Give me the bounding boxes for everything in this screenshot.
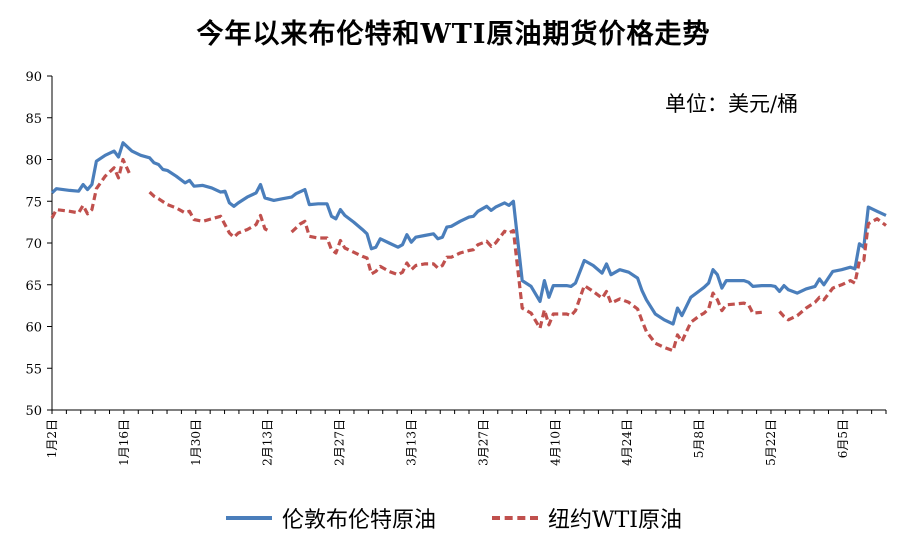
legend-label-wti: 纽约WTI原油 — [548, 508, 682, 533]
unit-label: 单位：美元/桶 — [665, 92, 799, 116]
y-tick-label: 90 — [25, 70, 42, 85]
y-tick-label: 65 — [25, 279, 42, 294]
x-tick-label: 1月30日 — [189, 419, 203, 466]
series-line-wti — [778, 217, 887, 322]
x-tick-label: 4月10日 — [548, 419, 562, 466]
line-chart: 50 55 60 65 70 75 80 85 90 1月2日 1月16日 1月30日 2月13日 2月… — [25, 70, 887, 466]
legend-swatch-brent — [226, 516, 272, 520]
x-tick-label: 6月5日 — [836, 419, 850, 458]
x-tick-label: 3月27日 — [476, 419, 490, 466]
x-tick-label: 1月16日 — [117, 419, 131, 466]
series-line-wti — [148, 190, 271, 239]
y-tick-label: 55 — [25, 362, 42, 377]
x-tick-label: 1月2日 — [45, 419, 59, 458]
y-tick-label: 85 — [25, 112, 42, 127]
x-tick-label: 5月22日 — [764, 419, 778, 466]
y-tick-label: 60 — [25, 321, 42, 336]
x-tick-label: 5月8日 — [692, 419, 706, 458]
legend: 伦敦布伦特原油 纽约WTI原油 — [0, 498, 907, 538]
x-tick-label: 2月27日 — [333, 419, 347, 466]
legend-item-brent: 伦敦布伦特原油 — [226, 498, 436, 538]
chart-title: 今年以来布伦特和WTI原油期货价格走势 — [196, 19, 711, 50]
x-tick-label: 2月13日 — [261, 419, 275, 466]
y-tick-label: 70 — [25, 237, 42, 252]
x-tick-label: 3月13日 — [404, 419, 418, 466]
y-axis-ticks: 50 55 60 65 70 75 80 85 90 — [25, 70, 52, 419]
series-line-wti — [290, 219, 762, 353]
y-tick-label: 80 — [25, 154, 42, 169]
y-tick-label: 75 — [25, 195, 42, 210]
series-layer — [50, 141, 887, 353]
series-line-wti — [50, 157, 131, 219]
legend-item-wti: 纽约WTI原油 — [492, 498, 682, 538]
x-axis-ticks: 1月2日 1月16日 1月30日 2月13日 2月27日 3月13日 3月27日 4月10日 4… — [45, 410, 887, 466]
axes — [51, 76, 886, 411]
series-line-brent — [50, 141, 887, 326]
legend-swatch-wti — [492, 516, 538, 520]
x-tick-label: 4月24日 — [620, 419, 634, 466]
series-wti — [50, 157, 887, 353]
series-brent — [50, 141, 887, 326]
y-tick-label: 50 — [25, 404, 42, 419]
legend-label-brent: 伦敦布伦特原油 — [282, 508, 437, 533]
